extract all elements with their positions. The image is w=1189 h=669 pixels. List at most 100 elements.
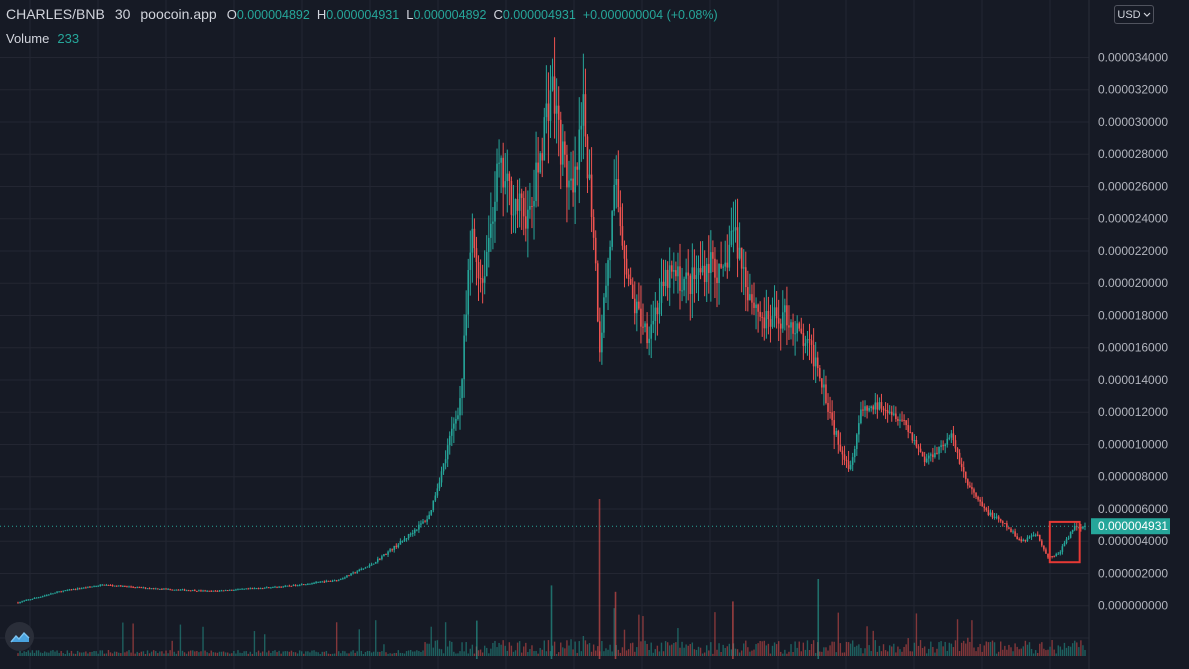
candle-body [549,90,552,121]
candle-body [818,368,821,379]
candle-body [993,516,996,518]
candle-body [903,419,905,421]
volume-bar [89,652,91,656]
volume-bar [1071,643,1074,656]
volume-bar [1026,644,1029,656]
candle-body [440,471,443,483]
volume-bar [19,650,21,656]
candle-body [860,409,862,424]
volume-bar [632,642,634,656]
volume-bar [323,651,326,656]
candle-body [163,588,165,590]
grid-layer [0,0,1089,669]
volume-bar [241,653,243,656]
volume-bar [233,650,235,656]
candle-body [50,593,52,595]
candle-body [874,402,877,410]
candle-body [426,519,428,522]
candle-body [253,588,256,590]
candle-body [909,431,912,433]
candle-body [268,587,270,589]
volume-bar [356,651,358,656]
volume-bar [463,651,465,656]
volume-bar [134,653,136,656]
candle-body [557,105,560,120]
candle-body [502,157,504,188]
candle-body [777,318,780,324]
candle-body [977,496,979,500]
volume-bar [658,651,661,656]
volume-bar [874,640,877,656]
volume-bar [701,653,704,656]
volume-bar [385,652,387,656]
candle-body [691,267,694,294]
candle-body [1067,537,1070,540]
candle-body [960,463,963,468]
y-tick-label: 0.000006000 [1098,502,1168,516]
tradingview-logo-icon[interactable] [5,622,34,651]
candle-body [173,589,176,591]
candle-body [938,446,940,454]
candle-body [1024,539,1027,541]
volume-bar [854,646,856,656]
volume-bar [1039,643,1041,656]
candle-body [202,590,204,592]
volume-bar [564,648,566,656]
volume-bar [436,640,439,656]
volume-bar [358,629,360,656]
volume-bar [95,651,97,656]
candle-body [683,278,685,291]
candle-body [510,180,513,215]
volume-bar [948,642,951,656]
volume-bar [580,651,583,656]
volume-bar [636,647,638,656]
candle-body [1053,556,1055,558]
volume-bar [453,651,455,656]
candle-body [644,323,646,328]
candle-body [989,512,992,515]
volume-bar [520,652,523,656]
candle-body [401,540,404,542]
candle-body [759,311,761,317]
currency-selector[interactable]: USD [1114,5,1154,24]
volume-bar [535,650,537,656]
volume-bar [652,652,654,656]
volume-bar [1065,647,1068,656]
volume-label[interactable]: Volume [6,31,50,46]
candle-body [1010,528,1012,533]
candle-body [656,307,659,315]
candle-body [673,270,675,272]
candle-body [1080,526,1082,529]
candle-body [829,411,831,413]
price-axis[interactable]: 0.0000000000.0000020000.0000040000.00000… [1088,0,1170,669]
volume-bar [878,645,881,656]
candle-body [276,586,278,588]
volume-bar [669,645,671,656]
candle-body [465,314,467,336]
volume-bar [819,651,821,656]
candle-body [323,581,326,583]
volume-bar [159,651,161,656]
candle-body [381,556,383,560]
volume-bar [884,650,887,656]
candle-body [101,584,104,586]
candle-body [424,521,426,523]
volume-bar [93,650,95,656]
candle-body [732,230,735,232]
candle-body [765,310,768,329]
open-key: O [226,7,237,22]
candle-body [999,519,1002,522]
candle-body [973,489,975,493]
volume-bar [99,650,101,656]
timeframe-label[interactable]: 30 [114,6,131,22]
candle-body [594,237,597,264]
symbol-label[interactable]: CHARLES/BNB [6,6,105,22]
volume-bar [849,643,852,656]
current-price-label: 0.000004931 [1098,519,1168,533]
volume-bar [714,612,716,656]
volume-bar [938,642,940,656]
volume-bar [1004,645,1006,656]
candle-body [638,301,640,309]
